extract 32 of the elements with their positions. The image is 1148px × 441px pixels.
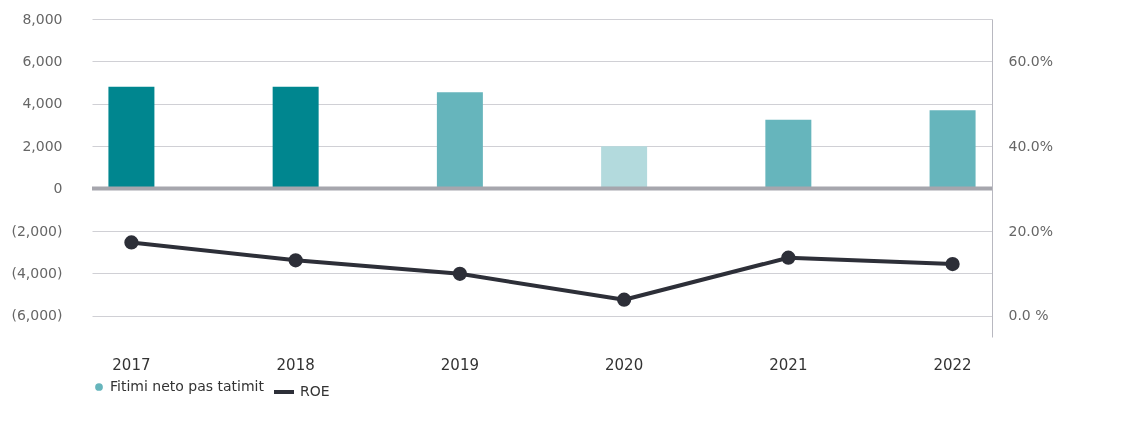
y2-tick-label: 40.0% <box>1008 137 1053 154</box>
legend-label: Fitimi neto pas tatimit <box>110 378 265 394</box>
bar <box>765 119 812 189</box>
y2-tick-label: 60.0% <box>1008 52 1053 69</box>
y-tick-label: (6,000) <box>11 307 63 324</box>
y-tick-label: 8,000 <box>22 10 63 27</box>
bar <box>929 110 976 189</box>
x-tick-label: 2022 <box>933 355 972 374</box>
bar <box>601 146 648 189</box>
bar <box>272 86 319 189</box>
y-tick-label: 4,000 <box>22 95 63 112</box>
x-tick-label: 2021 <box>769 355 808 374</box>
x-tick-label: 2017 <box>112 355 151 374</box>
y-tick-label: (2,000) <box>11 222 63 239</box>
point <box>124 235 139 250</box>
bar <box>108 86 155 189</box>
bar <box>436 92 483 189</box>
y2-tick-label: 20.0% <box>1008 222 1053 239</box>
point <box>945 256 960 272</box>
point <box>452 266 468 281</box>
y-tick-label: (4,000) <box>11 264 63 281</box>
y-tick-label: 0 <box>53 180 63 197</box>
legend-label: ROE <box>300 383 330 399</box>
point <box>288 253 303 268</box>
y-tick-label: 2,000 <box>22 137 63 154</box>
x-tick-label: 2020 <box>605 355 644 374</box>
x-tick-label: 2019 <box>440 355 479 374</box>
x-tick-label: 2018 <box>276 355 315 374</box>
point <box>781 250 796 265</box>
y2-tick-label: 0.0 % <box>1008 307 1049 324</box>
point <box>616 292 632 307</box>
y-tick-label: 6,000 <box>22 52 63 69</box>
